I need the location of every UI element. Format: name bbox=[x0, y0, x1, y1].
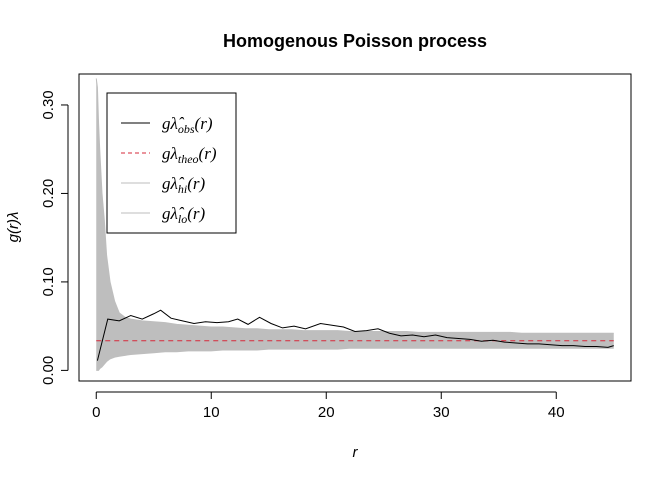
legend: gλ̂obs(r)gλtheo(r)gλ̂hi(r)gλ̂lo(r) bbox=[106, 92, 237, 234]
x-tick-label: 0 bbox=[92, 404, 100, 421]
y-axis-label: g(r)λ bbox=[5, 212, 22, 243]
series-line-hi bbox=[95, 78, 614, 334]
chart-title: Homogenous Poisson process bbox=[223, 31, 487, 51]
plot-frame bbox=[78, 73, 632, 382]
x-tick-label: 10 bbox=[203, 404, 220, 421]
legend-entry-lo: gλ̂lo(r) bbox=[121, 204, 205, 226]
series-line-obs bbox=[96, 309, 614, 361]
y-tick-label: 0.10 bbox=[40, 267, 57, 296]
x-tick-label: 40 bbox=[548, 404, 565, 421]
legend-label-theo: gλtheo(r) bbox=[162, 144, 217, 166]
y-tick-label: 0.00 bbox=[40, 356, 57, 385]
x-axis-label: r bbox=[353, 444, 359, 461]
x-axis: 0 10 20 30 40 bbox=[92, 391, 565, 421]
legend-label-obs: gλ̂obs(r) bbox=[162, 114, 213, 136]
series-line-lo bbox=[96, 347, 614, 371]
y-tick-label: 0.20 bbox=[40, 179, 57, 208]
legend-label-lo: gλ̂lo(r) bbox=[162, 204, 205, 226]
legend-box bbox=[106, 92, 237, 234]
legend-entry-theo: gλtheo(r) bbox=[121, 144, 217, 166]
plot-layer bbox=[95, 78, 614, 371]
y-axis: 0.00 0.10 0.20 0.30 bbox=[40, 90, 69, 385]
x-tick-label: 20 bbox=[318, 404, 335, 421]
legend-entry-obs: gλ̂obs(r) bbox=[121, 114, 213, 136]
y-tick-label: 0.30 bbox=[40, 90, 57, 119]
x-tick-label: 30 bbox=[433, 404, 450, 421]
envelope-band bbox=[96, 78, 614, 371]
